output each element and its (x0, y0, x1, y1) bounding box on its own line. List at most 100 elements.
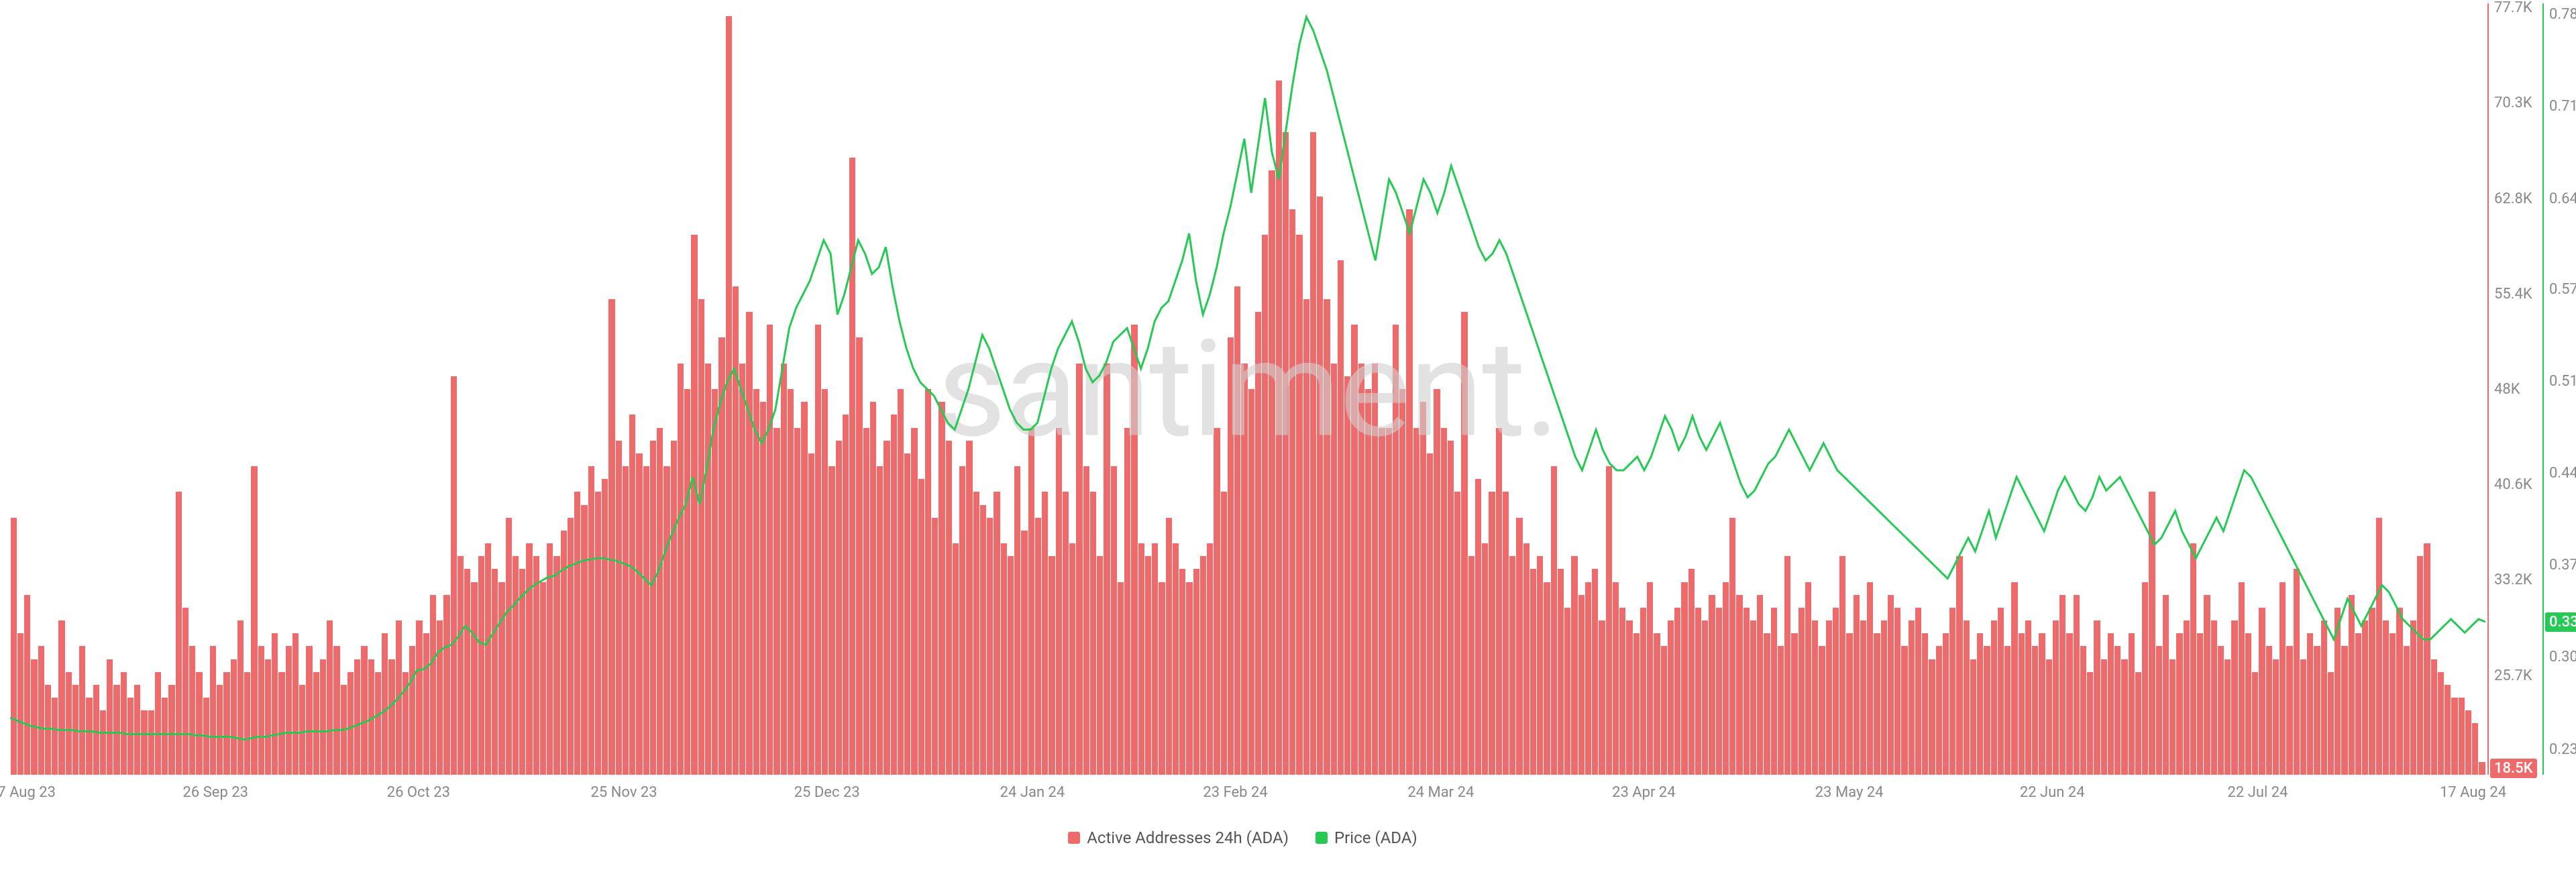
bar[interactable] (856, 337, 862, 775)
bar[interactable] (1530, 569, 1536, 775)
bar[interactable] (987, 518, 993, 775)
bar[interactable] (1241, 364, 1247, 775)
bar[interactable] (2245, 633, 2251, 775)
bar[interactable] (1716, 608, 1722, 775)
bar[interactable] (341, 685, 347, 775)
bar[interactable] (2307, 633, 2313, 775)
bar[interactable] (182, 608, 189, 775)
bar[interactable] (24, 595, 30, 775)
bar[interactable] (2465, 710, 2471, 775)
bar[interactable] (1097, 556, 1103, 775)
bar[interactable] (1482, 543, 1488, 775)
bar[interactable] (2135, 672, 2141, 775)
bar[interactable] (2059, 595, 2065, 775)
bar[interactable] (168, 685, 174, 775)
bar[interactable] (1303, 299, 1309, 775)
bar[interactable] (1338, 260, 1344, 775)
bar[interactable] (251, 466, 257, 775)
bar[interactable] (430, 595, 436, 775)
bar[interactable] (733, 286, 739, 775)
bar[interactable] (217, 685, 223, 775)
bar[interactable] (1461, 312, 1467, 775)
bar[interactable] (2369, 608, 2375, 775)
bar[interactable] (1626, 620, 1632, 775)
bar[interactable] (2266, 646, 2272, 775)
bar[interactable] (574, 492, 580, 775)
bar[interactable] (1619, 608, 1625, 775)
bar[interactable] (1489, 492, 1495, 775)
bar[interactable] (1791, 633, 1797, 775)
bar[interactable] (2066, 633, 2072, 775)
bar[interactable] (2431, 659, 2437, 775)
bar[interactable] (464, 569, 470, 775)
bar[interactable] (320, 659, 326, 775)
bar[interactable] (2149, 492, 2155, 775)
bar[interactable] (1881, 620, 1887, 775)
bar[interactable] (327, 620, 333, 775)
bar[interactable] (588, 466, 594, 775)
bar[interactable] (973, 492, 979, 775)
bar[interactable] (1379, 428, 1385, 775)
bar[interactable] (616, 441, 622, 775)
bar[interactable] (684, 389, 690, 775)
bar[interactable] (533, 556, 539, 775)
bar[interactable] (1723, 582, 1729, 775)
bar[interactable] (581, 505, 587, 775)
bar[interactable] (1846, 633, 1852, 775)
bar[interactable] (760, 402, 766, 775)
bar[interactable] (898, 389, 904, 775)
bar[interactable] (801, 402, 807, 775)
bar[interactable] (1214, 428, 1220, 775)
bar[interactable] (485, 543, 491, 775)
bar[interactable] (2039, 633, 2045, 775)
bar[interactable] (1736, 595, 1742, 775)
bar[interactable] (1186, 582, 1192, 775)
bar[interactable] (1977, 633, 1983, 775)
bar[interactable] (1729, 518, 1735, 775)
bar[interactable] (313, 672, 319, 775)
bar[interactable] (1503, 492, 1509, 775)
bar[interactable] (1640, 608, 1646, 775)
bar[interactable] (2094, 620, 2100, 775)
bar[interactable] (1936, 646, 1942, 775)
bar[interactable] (2279, 582, 2286, 775)
bar[interactable] (1564, 608, 1570, 775)
bar[interactable] (1915, 608, 1921, 775)
bar[interactable] (547, 543, 553, 775)
bar[interactable] (2252, 672, 2258, 775)
bar[interactable] (828, 466, 835, 775)
bar[interactable] (375, 672, 381, 775)
bar[interactable] (1867, 582, 1873, 775)
bar[interactable] (1028, 428, 1034, 775)
bar[interactable] (2211, 620, 2217, 775)
bar[interactable] (966, 441, 972, 775)
bar[interactable] (1468, 556, 1474, 775)
bar[interactable] (794, 428, 800, 775)
bar[interactable] (705, 364, 711, 775)
bar[interactable] (1585, 582, 1591, 775)
bar[interactable] (471, 582, 477, 775)
bar[interactable] (2239, 582, 2245, 775)
bar[interactable] (2376, 518, 2382, 775)
bar[interactable] (1420, 402, 1426, 775)
bar[interactable] (299, 685, 305, 775)
bar[interactable] (210, 646, 216, 775)
bar[interactable] (1008, 556, 1014, 775)
bar[interactable] (678, 364, 684, 775)
bar[interactable] (2396, 608, 2402, 775)
bar[interactable] (1454, 492, 1460, 775)
bar[interactable] (2025, 620, 2031, 775)
bar[interactable] (278, 672, 284, 775)
bar[interactable] (437, 620, 443, 775)
bar[interactable] (843, 415, 849, 775)
bar[interactable] (1441, 428, 1447, 775)
bar[interactable] (1001, 543, 1007, 775)
bar[interactable] (2424, 543, 2430, 775)
bar[interactable] (1056, 428, 1062, 775)
bar[interactable] (1702, 620, 1708, 775)
bar[interactable] (11, 518, 17, 775)
bar[interactable] (1964, 620, 1970, 775)
legend-item-line[interactable]: Price (ADA) (1316, 828, 1417, 847)
bar[interactable] (2156, 646, 2162, 775)
bar[interactable] (1310, 132, 1316, 775)
